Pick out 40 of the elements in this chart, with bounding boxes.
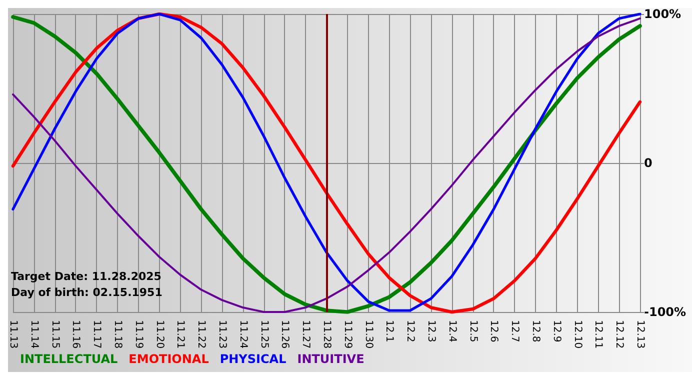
x-tick-label: 11.30 (362, 320, 374, 349)
x-tick-label: 11.27 (300, 320, 312, 349)
x-tick-label: 12.4 (446, 320, 458, 342)
x-tick-label: 11.21 (174, 320, 186, 349)
x-tick-label: 12.2 (404, 320, 416, 342)
x-tick-label: 12.3 (426, 320, 436, 342)
x-tick-label: 11.24 (237, 320, 248, 349)
x-tick-label: 11.25 (258, 320, 270, 349)
x-tick-label: 11.22 (196, 320, 207, 349)
x-tick-label: 11.26 (279, 320, 290, 349)
text: PHYSICAL (220, 352, 287, 366)
x-tick-label: 12.13 (634, 320, 646, 349)
x-tick-label: 12.12 (614, 320, 625, 349)
x-tick-label: 11.23 (216, 320, 228, 349)
x-tick-label: 11.14 (28, 320, 40, 349)
text: EMOTIONAL (128, 352, 210, 366)
x-tick-label: 12.11 (592, 320, 604, 349)
x-tick-label: 11.17 (91, 320, 102, 349)
y-tick-label: -100% (644, 305, 686, 319)
x-tick-label: 11.28 (321, 320, 332, 349)
x-tick-label: 12.5 (467, 320, 478, 342)
text: INTELLECTUAL (20, 352, 118, 366)
x-tick-label: 11.15 (49, 320, 60, 349)
annotation: Target Date: 11.28.2025 (11, 270, 162, 283)
x-tick-label: 12.6 (488, 320, 500, 342)
x-tick-label: 11.29 (342, 320, 353, 349)
annotation: Day of birth: 02.15.1951 (11, 286, 162, 299)
x-tick-label: 11.13 (8, 320, 18, 349)
x-tick-label: 11.18 (112, 320, 123, 349)
y-tick-label: 100% (644, 7, 682, 21)
x-tick-label: 12.10 (572, 320, 583, 349)
x-tick-label: 11.19 (132, 320, 144, 349)
x-tick-label: 11.16 (70, 320, 82, 349)
x-tick-label: 12.7 (509, 320, 520, 342)
x-tick-label: 11.20 (154, 320, 165, 349)
x-tick-label: 12.1 (384, 320, 395, 342)
x-tick-label: 12.8 (530, 320, 541, 342)
y-tick-label: 0 (644, 156, 652, 170)
x-tick-label: 12.9 (550, 320, 562, 342)
text: INTUITIVE (297, 352, 364, 366)
